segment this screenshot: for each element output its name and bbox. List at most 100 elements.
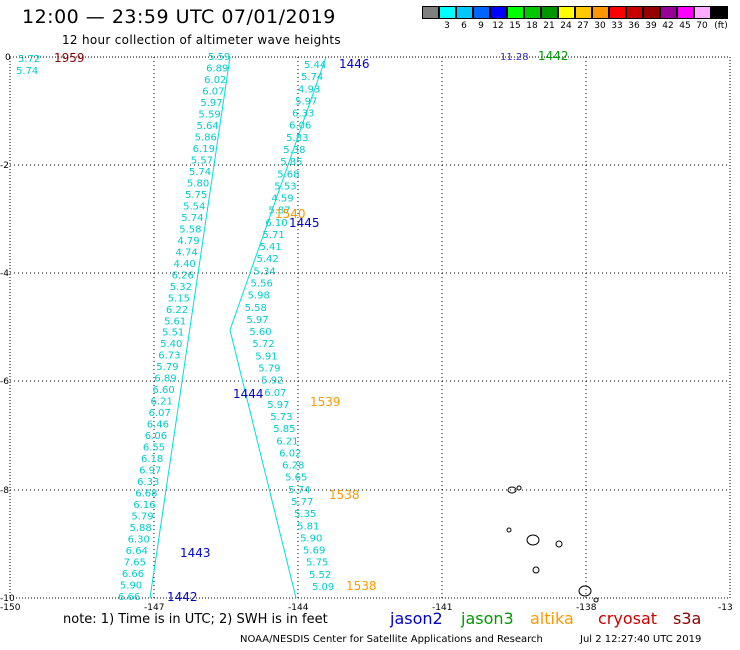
wave-height-value: 5.44 [304, 60, 326, 71]
wave-height-value: 6.33 [292, 109, 314, 120]
longitude-label: -141 [432, 603, 452, 613]
wave-height-value: 5.85 [273, 424, 295, 435]
wave-height-value: 5.68 [277, 169, 299, 180]
wave-height-value: 5.59 [198, 109, 220, 120]
wave-height-value: 5.59 [208, 52, 230, 63]
wave-height-value: 4.40 [174, 259, 196, 270]
color-swatch [439, 6, 456, 19]
wave-height-value: 5.65 [285, 473, 307, 484]
wave-height-value: 6.07 [264, 388, 286, 399]
wave-height-value: 6.97 [139, 466, 161, 477]
color-swatch [609, 6, 626, 19]
longitude-label: -138 [576, 603, 597, 613]
wave-height-value: 4.59 [271, 194, 293, 205]
wave-height-value: 5.98 [248, 291, 270, 302]
wave-height-value: 5.74 [301, 72, 323, 83]
wave-height-value: 5.92 [261, 376, 283, 387]
pass-time-label: 1444 [233, 387, 264, 401]
color-swatch [558, 6, 575, 19]
wave-height-value: 6.02 [279, 448, 301, 459]
color-scale-label: 9 [478, 21, 484, 31]
satellite-track-line [229, 329, 297, 599]
color-scale-label: 39 [645, 21, 657, 31]
color-swatch [473, 6, 490, 19]
wave-height-value: 6.06 [289, 121, 311, 132]
color-scale-label: 18 [526, 21, 538, 31]
wave-height-value: 6.60 [152, 385, 174, 396]
pass-time-label: 1442 [167, 590, 198, 604]
wave-height-value: 5.58 [179, 224, 201, 235]
wave-height-value: 6.18 [141, 454, 163, 465]
island-outline [526, 534, 540, 546]
color-swatch [422, 6, 439, 19]
wave-height-value: 6.66 [118, 592, 140, 603]
wave-height-value: 6.07 [202, 86, 224, 97]
map-subtitle: 12 hour collection of altimeter wave hei… [62, 33, 341, 47]
wave-height-value: 5.51 [162, 328, 184, 339]
wave-height-value: 5.75 [185, 190, 207, 201]
color-swatch [643, 6, 660, 19]
units-note: note: 1) Time is in UTC; 2) SWH is in fe… [63, 612, 328, 627]
pass-time-label: 1445 [289, 216, 320, 230]
longitude-label: -144 [288, 603, 309, 613]
wave-height-value: 5.97 [267, 400, 289, 411]
wave-height-value: 5.83 [286, 133, 308, 144]
legend-jason2: jason2 [390, 609, 443, 628]
wave-height-value: 6.33 [137, 477, 159, 488]
wave-height-value: 5.77 [291, 497, 313, 508]
wave-height-value: 5.97 [295, 96, 317, 107]
wave-height-value: 5.60 [249, 327, 271, 338]
latitude-label: -6 [0, 377, 9, 387]
color-swatch [490, 6, 507, 19]
wave-height-value: 5.34 [254, 266, 276, 277]
wave-height-value: 5.87 [268, 206, 290, 217]
wave-height-value: 11.28 [500, 52, 529, 63]
legend-altika: altika [530, 609, 574, 628]
color-swatch [626, 6, 643, 19]
wave-height-value: 5.73 [270, 412, 292, 423]
color-scale-label: 27 [577, 21, 589, 31]
wave-height-value: 5.88 [129, 523, 151, 534]
pass-time-label: 1540 [275, 207, 306, 221]
color-swatch [711, 6, 728, 19]
wave-height-value: 7.65 [124, 558, 146, 569]
wave-height-value: 5.75 [306, 558, 328, 569]
wave-height-value: 5.91 [255, 351, 277, 362]
wave-height-value: 6.21 [276, 436, 298, 447]
color-scale-label: 12 [492, 21, 504, 31]
wave-height-value: 5.41 [259, 242, 281, 253]
color-swatch [541, 6, 558, 19]
wave-height-value: 5.79 [156, 362, 178, 373]
wave-height-value: 6.73 [158, 351, 180, 362]
color-scale-label: 42 [662, 21, 674, 31]
wave-height-value: 5.52 [309, 570, 331, 581]
legend-s3a: s3a [673, 609, 702, 628]
island-outline [516, 485, 522, 491]
wave-height-value: 5.90 [120, 581, 142, 592]
wave-height-value: 6.89 [206, 63, 228, 74]
color-scale-label: 36 [628, 21, 640, 31]
wave-height-value: 5.85 [280, 157, 302, 168]
wave-height-value: 5.90 [300, 533, 322, 544]
wave-height-value: 5.79 [131, 512, 153, 523]
wave-height-value: 6.46 [147, 420, 169, 431]
wave-height-value: 5.74 [288, 485, 310, 496]
wave-height-value: 5.72 [252, 339, 274, 350]
wave-height-value: 5.97 [246, 315, 268, 326]
wave-height-value: 5.56 [251, 279, 273, 290]
wave-height-value: 5.72 [18, 54, 40, 65]
color-swatch [592, 6, 609, 19]
color-swatch [677, 6, 694, 19]
color-scale-label: 45 [679, 21, 691, 31]
latitude-label: -2 [0, 161, 9, 171]
color-swatch [524, 6, 541, 19]
credit-line: NOAA/NESDIS Center for Satellite Applica… [240, 634, 543, 645]
island-outline [555, 540, 563, 548]
wave-height-value: 5.40 [160, 339, 182, 350]
wave-height-value: 5.53 [274, 181, 296, 192]
color-scale-label: 33 [611, 21, 623, 31]
color-scale-label: 30 [594, 21, 606, 31]
wave-height-value: 5.79 [258, 363, 280, 374]
pass-time-label: 1539 [310, 395, 341, 409]
